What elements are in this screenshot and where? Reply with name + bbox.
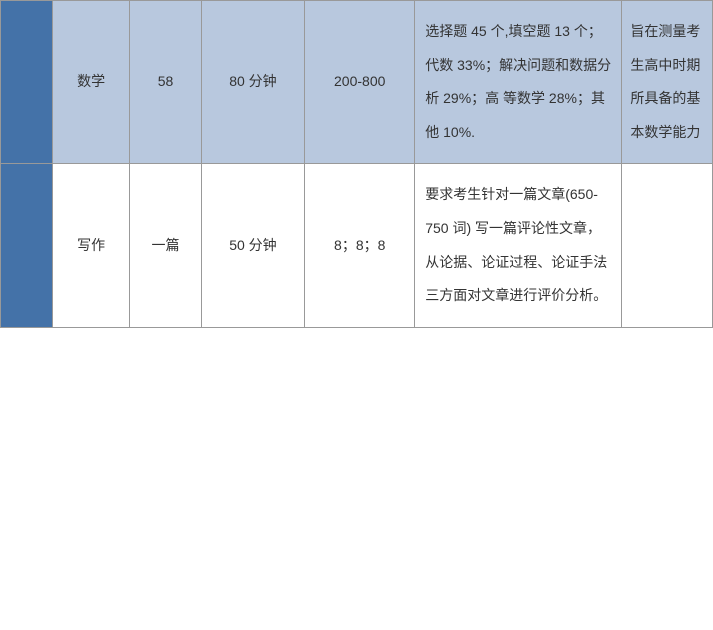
description-cell: 选择题 45 个,填空题 13 个；代数 33%；解决问题和数据分析 29%；高… (415, 1, 622, 164)
purpose-cell (622, 164, 713, 327)
table-row: 写作 一篇 50 分钟 8；8；8 要求考生针对一篇文章(650-750 词) … (1, 164, 713, 327)
score-cell: 200-800 (305, 1, 415, 164)
time-cell: 80 分钟 (201, 1, 305, 164)
subject-cell: 数学 (52, 1, 130, 164)
count-cell: 58 (130, 1, 201, 164)
count-cell: 一篇 (130, 164, 201, 327)
subject-cell: 写作 (52, 164, 130, 327)
score-cell: 8；8；8 (305, 164, 415, 327)
time-cell: 50 分钟 (201, 164, 305, 327)
left-bar-cell (1, 1, 53, 164)
exam-table-container: 数学 58 80 分钟 200-800 选择题 45 个,填空题 13 个；代数… (0, 0, 713, 328)
left-bar-cell (1, 164, 53, 327)
purpose-cell: 旨在测量考生高中时期 所具备的基本数学能力 (622, 1, 713, 164)
description-cell: 要求考生针对一篇文章(650-750 词) 写一篇评论性文章，从论据、论证过程、… (415, 164, 622, 327)
exam-table: 数学 58 80 分钟 200-800 选择题 45 个,填空题 13 个；代数… (0, 0, 713, 328)
table-row: 数学 58 80 分钟 200-800 选择题 45 个,填空题 13 个；代数… (1, 1, 713, 164)
